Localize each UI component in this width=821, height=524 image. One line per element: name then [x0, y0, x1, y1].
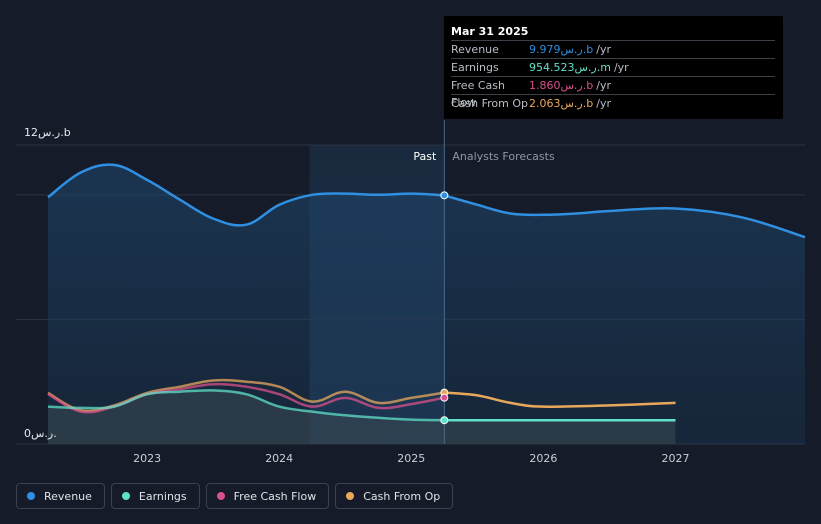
x-tick-label: 2025	[397, 452, 425, 465]
earnings-line-past	[47, 389, 445, 422]
tooltip-row-cash-from-op: Cash From Op 2.063ر.س.b /yr	[451, 94, 775, 112]
tooltip-row-revenue: Revenue 9.979ر.س.b /yr	[451, 40, 775, 58]
past-region-label: Past	[413, 150, 437, 163]
legend-label: Earnings	[138, 489, 187, 503]
chart-legend: Revenue Earnings Free Cash Flow Cash Fro…	[16, 483, 454, 509]
y-axis-top-label: 12ر.س.b	[24, 126, 71, 139]
revenue-line-past	[47, 163, 445, 227]
x-tick-label: 2024	[265, 452, 293, 465]
legend-item-cash-from-op[interactable]: Cash From Op	[335, 483, 454, 509]
cash-from-op-line-forecast	[444, 391, 676, 408]
tooltip-value: 9.979ر.س.b	[529, 43, 594, 56]
earnings-dot-icon	[121, 492, 130, 500]
tooltip-unit: /yr	[596, 79, 611, 92]
tooltip-label: Revenue	[451, 43, 499, 56]
legend-label: Revenue	[44, 489, 92, 503]
x-tick-label: 2026	[529, 452, 557, 465]
x-tick-label: 2027	[662, 452, 690, 465]
legend-label: Cash From Op	[363, 489, 441, 503]
tooltip-value: 2.063ر.س.b	[529, 97, 594, 110]
tooltip-unit: /yr	[613, 61, 629, 74]
x-tick-label: 2023	[133, 452, 161, 465]
earnings-marker	[440, 416, 449, 425]
revenue-marker	[440, 191, 449, 200]
tooltip-value: 954.523ر.س.m	[529, 61, 611, 74]
legend-label: Free Cash Flow	[233, 489, 317, 503]
y-axis-bottom-label: 0ر.س.	[24, 427, 57, 440]
revenue-line-forecast	[443, 194, 806, 239]
tooltip-unit: /yr	[596, 43, 611, 56]
tooltip-row-free-cash-flow: Free Cash Flow 1.860ر.س.b /yr	[451, 76, 775, 109]
legend-item-revenue[interactable]: Revenue	[16, 483, 105, 509]
tooltip-label: Earnings	[451, 61, 499, 74]
tooltip-label: Free Cash Flow	[451, 79, 505, 109]
data-tooltip: Mar 31 2025 Revenue 9.979ر.س.b /yr Earni…	[444, 16, 783, 119]
cash-from-op-dot-icon	[346, 492, 355, 500]
tooltip-value: 1.860ر.س.b	[529, 79, 594, 92]
chart-canvas: Past Analysts Forecasts 12ر.س.b 0ر.س. 2023 20…	[16, 120, 806, 465]
forecast-region-label: Analysts Forecasts	[452, 150, 555, 163]
free-cash-flow-marker	[440, 393, 449, 402]
revenue-area	[48, 164, 805, 444]
revenue-dot-icon	[27, 492, 35, 500]
tooltip-unit: /yr	[596, 97, 611, 110]
legend-item-free-cash-flow[interactable]: Free Cash Flow	[205, 483, 330, 509]
legend-item-earnings[interactable]: Earnings	[110, 483, 200, 509]
tooltip-label: Cash From Op	[451, 97, 529, 110]
free-cash-flow-dot-icon	[216, 492, 225, 500]
tooltip-date: Mar 31 2025	[451, 25, 529, 38]
tooltip-row-earnings: Earnings 954.523ر.س.m /yr	[451, 58, 775, 76]
